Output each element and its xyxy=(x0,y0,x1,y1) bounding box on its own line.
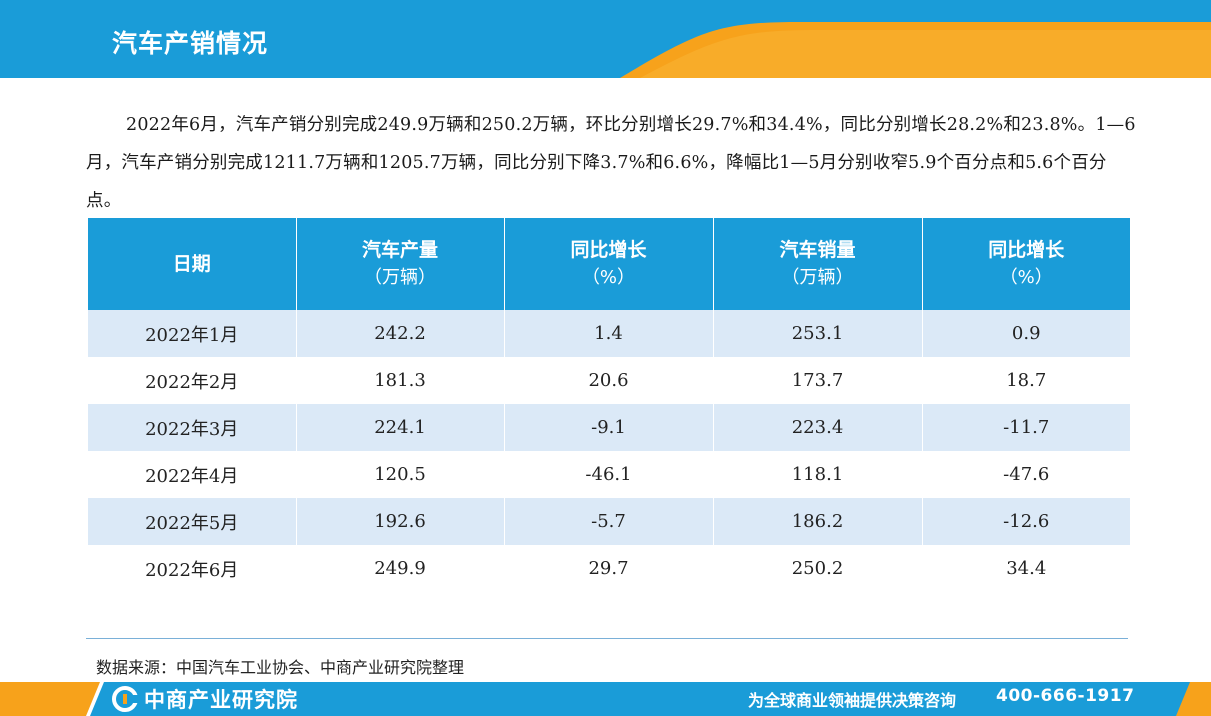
cell-sales-yoy: -47.6 xyxy=(922,451,1130,498)
table-row: 2022年1月 242.2 1.4 253.1 0.9 xyxy=(88,310,1130,357)
footer-divider xyxy=(86,638,1128,639)
cell-production: 242.2 xyxy=(296,310,505,357)
data-table: 日期 汽车产量 （万辆） 同比增长 （%） 汽车销量 （万辆） 同比增长 （%） 202… xyxy=(88,218,1130,592)
cell-production-yoy: -5.7 xyxy=(504,498,714,545)
brand-logo-icon xyxy=(112,686,138,712)
cell-date: 2022年5月 xyxy=(88,498,297,545)
table-row: 2022年6月 249.9 29.7 250.2 34.4 xyxy=(88,545,1130,592)
cell-production-yoy: 1.4 xyxy=(504,310,714,357)
brand-name: 中商产业研究院 xyxy=(144,688,298,712)
cell-production: 181.3 xyxy=(296,357,505,404)
cell-production: 192.6 xyxy=(296,498,505,545)
cell-sales-yoy: 0.9 xyxy=(922,310,1130,357)
cell-production: 224.1 xyxy=(296,404,505,451)
header-cell-date: 日期 xyxy=(88,218,297,310)
cell-sales: 250.2 xyxy=(713,545,923,592)
cell-date: 2022年1月 xyxy=(88,310,297,357)
table-row: 2022年4月 120.5 -46.1 118.1 -47.6 xyxy=(88,451,1130,498)
cell-sales: 173.7 xyxy=(713,357,923,404)
cell-date: 2022年4月 xyxy=(88,451,297,498)
cell-sales: 253.1 xyxy=(713,310,923,357)
cell-sales-yoy: 18.7 xyxy=(922,357,1130,404)
header-cell-production: 汽车产量 （万辆） xyxy=(296,218,505,310)
cell-date: 2022年2月 xyxy=(88,357,297,404)
page-title: 汽车产销情况 xyxy=(112,29,269,58)
cell-production: 249.9 xyxy=(296,545,505,592)
table-row: 2022年5月 192.6 -5.7 186.2 -12.6 xyxy=(88,498,1130,545)
cell-sales: 186.2 xyxy=(713,498,923,545)
cell-production: 120.5 xyxy=(296,451,505,498)
brand: 中商产业研究院 xyxy=(112,684,298,714)
slogan: 为全球商业领袖提供决策咨询 xyxy=(748,691,957,710)
data-source: 数据来源：中国汽车工业协会、中商产业研究院整理 xyxy=(96,658,465,677)
cell-date: 2022年3月 xyxy=(88,404,297,451)
table-row: 2022年3月 224.1 -9.1 223.4 -11.7 xyxy=(88,404,1130,451)
cell-production-yoy: -46.1 xyxy=(504,451,714,498)
cell-sales: 118.1 xyxy=(713,451,923,498)
table-row: 2022年2月 181.3 20.6 173.7 18.7 xyxy=(88,357,1130,404)
table-header-row: 日期 汽车产量 （万辆） 同比增长 （%） 汽车销量 （万辆） 同比增长 （%） xyxy=(88,218,1130,310)
cell-production-yoy: 20.6 xyxy=(504,357,714,404)
phone-number: 400-666-1917 xyxy=(996,686,1135,706)
cell-sales: 223.4 xyxy=(713,404,923,451)
header-cell-sales-yoy: 同比增长 （%） xyxy=(922,218,1130,310)
intro-paragraph: 2022年6月，汽车产销分别完成249.9万辆和250.2万辆，环比分别增长29… xyxy=(86,115,1136,211)
cell-production-yoy: 29.7 xyxy=(504,545,714,592)
footer-bar xyxy=(0,682,1211,716)
cell-sales-yoy: -12.6 xyxy=(922,498,1130,545)
cell-sales-yoy: 34.4 xyxy=(922,545,1130,592)
header-cell-production-yoy: 同比增长 （%） xyxy=(504,218,714,310)
cell-date: 2022年6月 xyxy=(88,545,297,592)
cell-sales-yoy: -11.7 xyxy=(922,404,1130,451)
header-decoration xyxy=(620,22,1211,78)
cell-production-yoy: -9.1 xyxy=(504,404,714,451)
header-cell-sales: 汽车销量 （万辆） xyxy=(713,218,923,310)
